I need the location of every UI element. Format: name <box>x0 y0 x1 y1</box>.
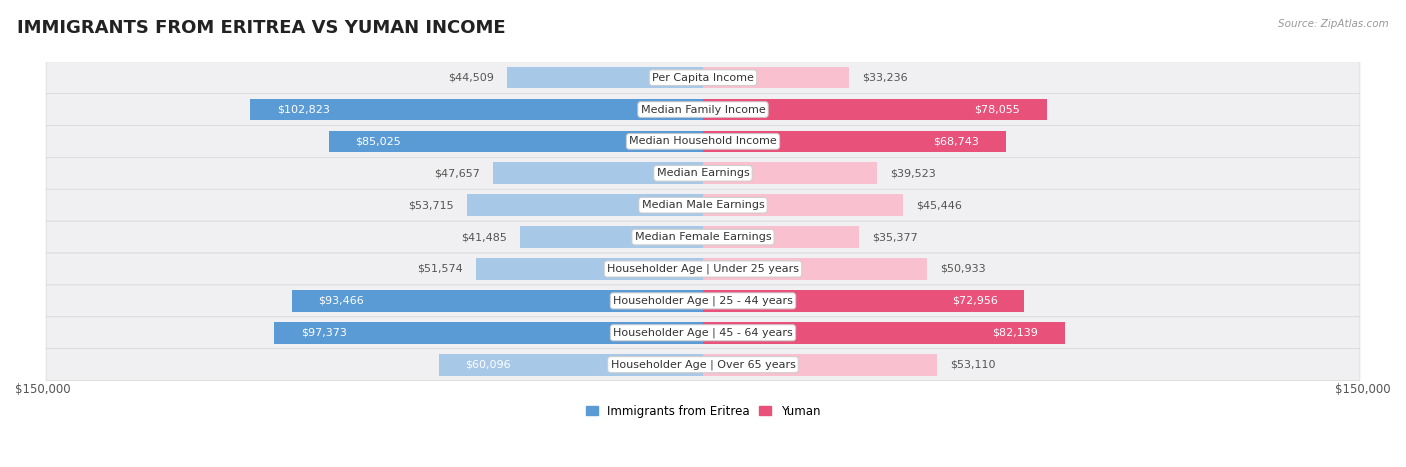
Bar <box>467 194 703 216</box>
Text: $93,466: $93,466 <box>318 296 364 306</box>
Text: $53,715: $53,715 <box>408 200 453 210</box>
Bar <box>703 354 936 375</box>
Text: Householder Age | Over 65 years: Householder Age | Over 65 years <box>610 360 796 370</box>
Text: $50,933: $50,933 <box>941 264 986 274</box>
Text: $102,823: $102,823 <box>277 105 330 114</box>
Text: $53,110: $53,110 <box>950 360 995 370</box>
Text: $60,096: $60,096 <box>465 360 510 370</box>
Text: Per Capita Income: Per Capita Income <box>652 73 754 83</box>
Text: $35,377: $35,377 <box>872 232 918 242</box>
FancyBboxPatch shape <box>46 62 1360 93</box>
Bar <box>329 131 703 152</box>
Text: Source: ZipAtlas.com: Source: ZipAtlas.com <box>1278 19 1389 28</box>
Text: $68,743: $68,743 <box>934 136 979 147</box>
Text: IMMIGRANTS FROM ERITREA VS YUMAN INCOME: IMMIGRANTS FROM ERITREA VS YUMAN INCOME <box>17 19 506 37</box>
Text: $51,574: $51,574 <box>418 264 463 274</box>
Text: $78,055: $78,055 <box>974 105 1021 114</box>
Bar <box>508 67 703 88</box>
Text: Householder Age | 45 - 64 years: Householder Age | 45 - 64 years <box>613 327 793 338</box>
FancyBboxPatch shape <box>46 157 1360 189</box>
Bar <box>703 258 927 280</box>
FancyBboxPatch shape <box>46 189 1360 221</box>
Text: Median Earnings: Median Earnings <box>657 168 749 178</box>
Bar <box>291 290 703 312</box>
FancyBboxPatch shape <box>46 126 1360 157</box>
Text: $33,236: $33,236 <box>862 73 908 83</box>
Bar <box>250 99 703 120</box>
Text: $39,523: $39,523 <box>890 168 936 178</box>
Bar <box>520 226 703 248</box>
Bar <box>703 99 1046 120</box>
Bar <box>703 322 1064 344</box>
Text: $82,139: $82,139 <box>993 328 1038 338</box>
Text: Median Household Income: Median Household Income <box>628 136 778 147</box>
Bar <box>703 131 1005 152</box>
FancyBboxPatch shape <box>46 253 1360 285</box>
Text: $41,485: $41,485 <box>461 232 508 242</box>
FancyBboxPatch shape <box>46 317 1360 349</box>
Bar <box>703 290 1024 312</box>
FancyBboxPatch shape <box>46 93 1360 126</box>
Bar <box>703 194 903 216</box>
Text: $45,446: $45,446 <box>917 200 962 210</box>
Text: $44,509: $44,509 <box>449 73 494 83</box>
Text: Median Male Earnings: Median Male Earnings <box>641 200 765 210</box>
Text: Median Family Income: Median Family Income <box>641 105 765 114</box>
Text: Householder Age | Under 25 years: Householder Age | Under 25 years <box>607 264 799 274</box>
Bar <box>703 67 849 88</box>
Bar <box>494 163 703 184</box>
Bar <box>439 354 703 375</box>
Bar <box>477 258 703 280</box>
Bar <box>274 322 703 344</box>
Text: $85,025: $85,025 <box>356 136 401 147</box>
Text: $97,373: $97,373 <box>301 328 347 338</box>
FancyBboxPatch shape <box>46 285 1360 317</box>
Text: Median Female Earnings: Median Female Earnings <box>634 232 772 242</box>
FancyBboxPatch shape <box>46 349 1360 381</box>
Text: $72,956: $72,956 <box>952 296 998 306</box>
Text: Householder Age | 25 - 44 years: Householder Age | 25 - 44 years <box>613 296 793 306</box>
Text: $47,657: $47,657 <box>434 168 479 178</box>
Legend: Immigrants from Eritrea, Yuman: Immigrants from Eritrea, Yuman <box>581 400 825 423</box>
Bar <box>703 163 877 184</box>
FancyBboxPatch shape <box>46 221 1360 253</box>
Bar <box>703 226 859 248</box>
